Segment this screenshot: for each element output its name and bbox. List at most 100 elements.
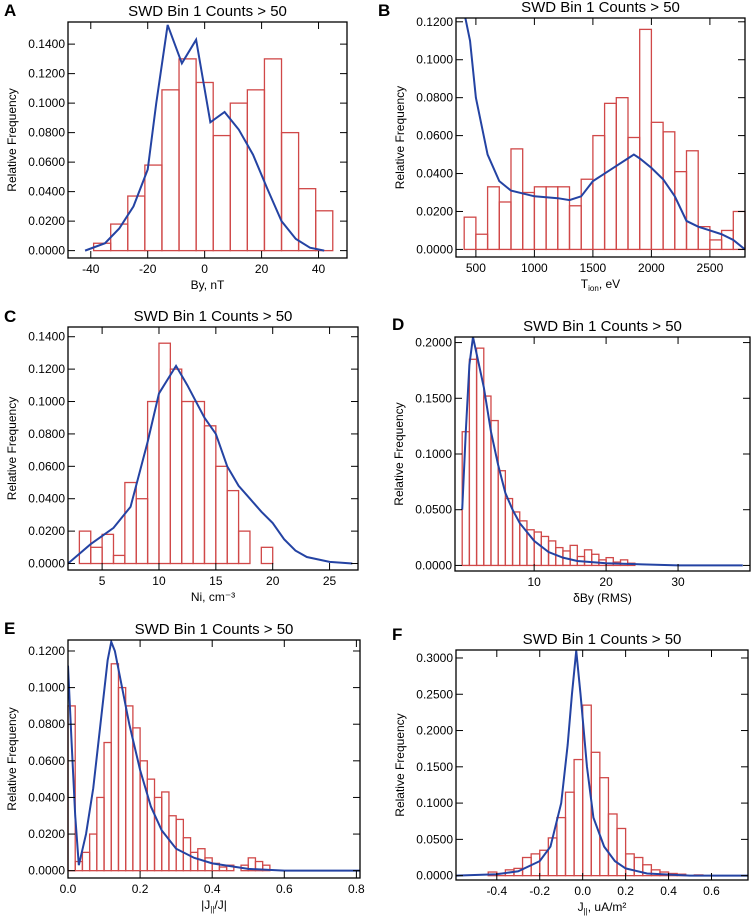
x-tick-label: 1500 <box>580 261 607 275</box>
bar <box>697 226 711 251</box>
x-tick-label: 20 <box>255 262 269 276</box>
chart-title: SWD Bin 1 Counts > 50 <box>523 318 682 335</box>
x-tick-label: 0.0 <box>574 884 591 898</box>
x-axis-label-part: ion <box>588 284 599 293</box>
bar <box>583 549 593 567</box>
y-tick-label: 0.0600 <box>28 459 65 473</box>
bar <box>685 150 699 251</box>
y-tick-label: 0.0400 <box>28 185 65 199</box>
y-tick-label: 0.0600 <box>28 155 65 169</box>
y-tick-label: 0.1200 <box>416 15 453 29</box>
bar <box>616 827 627 877</box>
y-tick-label: 0.1200 <box>28 67 65 81</box>
y-tick-label: 0.1200 <box>28 362 65 376</box>
bar <box>573 758 584 877</box>
x-tick-label: 0 <box>201 262 208 276</box>
chart-title: SWD Bin 1 Counts > 50 <box>135 621 294 638</box>
x-axis-label-part: || <box>584 907 588 916</box>
panel: 0.0000 0.0500 0.1000 0.1500 0.2000 0.2500 0.30… <box>392 625 749 916</box>
bar <box>463 216 477 251</box>
x-axis-label-part: , uA/m² <box>588 900 627 914</box>
panel-label: E <box>4 619 15 638</box>
y-axis-label: Relative Frequency <box>5 397 19 500</box>
y-tick-label: 0.1000 <box>28 96 65 110</box>
bar <box>127 195 146 252</box>
bar <box>260 546 274 565</box>
y-tick-label: 0.1000 <box>416 796 453 810</box>
y-axis-label: Relative Frequency <box>5 707 19 810</box>
x-axis-label-part: Ni, cm⁻³ <box>191 590 235 604</box>
fit-line <box>84 24 325 252</box>
x-axis-label-part: J <box>578 900 584 914</box>
x-tick-label: 2500 <box>697 261 724 275</box>
x-tick-label: 10 <box>527 575 541 589</box>
x-tick-label: 0.2 <box>132 882 149 896</box>
y-axis-label: Relative Frequency <box>392 402 406 505</box>
bar <box>475 233 489 251</box>
x-tick-label: 20 <box>266 574 280 588</box>
bar <box>195 81 214 252</box>
plot-frame <box>67 639 361 879</box>
x-axis-label-part: || <box>210 905 214 914</box>
bar <box>662 131 676 251</box>
bar <box>568 205 582 251</box>
x-axis-label: Tion, eV <box>581 277 620 293</box>
panel: 0.0000 0.0200 0.0400 0.0600 0.0800 0.1000 0.12… <box>378 0 746 293</box>
bar <box>607 813 618 877</box>
chart-title: SWD Bin 1 Counts > 50 <box>134 308 293 325</box>
y-axis-label: Relative Frequency <box>5 88 19 191</box>
bar <box>203 425 217 565</box>
fit-line <box>456 650 748 877</box>
y-tick-label: 0.0200 <box>28 524 65 538</box>
y-tick-label: 0.1000 <box>28 681 65 695</box>
bar <box>78 530 92 565</box>
x-tick-label: 500 <box>466 261 486 275</box>
y-tick-label: 0.1200 <box>28 644 65 658</box>
bar <box>229 102 249 252</box>
plot-frame <box>454 336 751 572</box>
bar <box>592 134 606 251</box>
x-axis-label-part: , eV <box>599 277 620 291</box>
fit-line <box>68 363 353 565</box>
bar <box>246 89 266 252</box>
panel-label: F <box>392 625 402 644</box>
y-tick-label: 0.2000 <box>416 724 453 738</box>
bar <box>135 498 149 565</box>
x-tick-label: 2000 <box>638 261 665 275</box>
y-tick-label: 0.0200 <box>28 827 65 841</box>
bar <box>498 201 512 251</box>
plot-frame <box>455 649 749 881</box>
chart-title: SWD Bin 1 Counts > 50 <box>128 3 287 20</box>
bar <box>547 837 558 877</box>
y-tick-label: 0.2000 <box>415 336 452 350</box>
y-tick-label: 0.0600 <box>28 754 65 768</box>
bar <box>510 148 524 251</box>
y-tick-label: 0.0200 <box>28 214 65 228</box>
bar <box>226 489 240 565</box>
y-tick-label: 0.0400 <box>28 492 65 506</box>
bar <box>639 28 653 251</box>
bar <box>709 239 723 251</box>
x-tick-label: 0.8 <box>348 882 365 896</box>
bar <box>204 857 213 872</box>
bar <box>81 851 91 872</box>
bar <box>599 777 610 877</box>
x-axis-label-part: |J <box>201 898 210 912</box>
panel-label: D <box>392 315 404 334</box>
bar <box>624 853 635 877</box>
bar <box>557 186 571 251</box>
bar <box>545 186 559 251</box>
bar <box>178 58 197 252</box>
bar <box>146 400 160 565</box>
panel: 0.0000 0.0500 0.1000 0.1500 0.2000 10 20 30 SWD … <box>392 315 751 605</box>
y-tick-label: 0.1500 <box>416 760 453 774</box>
y-axis-label: Relative Frequency <box>393 713 407 816</box>
x-tick-label: 0.6 <box>276 882 293 896</box>
y-tick-label: 0.0500 <box>415 503 452 517</box>
panel: 0.0000 0.0200 0.0400 0.0600 0.0800 0.1000 0.12… <box>4 307 359 604</box>
x-tick-label: -0.4 <box>486 884 507 898</box>
x-tick-label: 25 <box>323 574 337 588</box>
panel-label: B <box>378 1 390 20</box>
bar <box>192 400 206 565</box>
bar <box>96 796 105 872</box>
